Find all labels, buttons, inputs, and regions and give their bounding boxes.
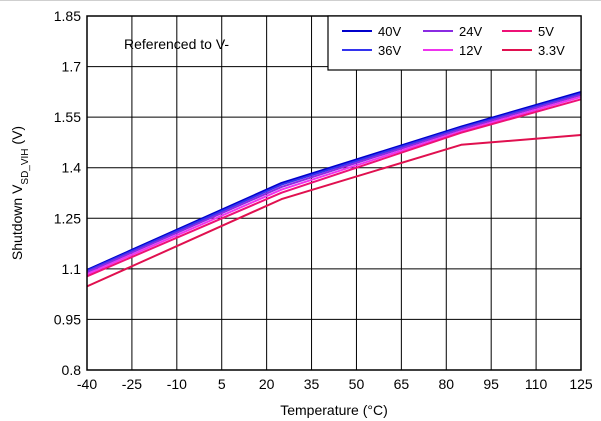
legend-label: 36V — [378, 43, 401, 58]
series-line-12v — [86, 95, 582, 276]
y-axis-title-subscript: SD_VIH — [20, 148, 31, 184]
legend-label: 24V — [459, 24, 482, 39]
series-line-5v — [86, 98, 582, 278]
x-tick-label: 80 — [438, 376, 454, 392]
series-line-3-3v — [86, 134, 582, 288]
x-tick-label: 95 — [483, 376, 499, 392]
y-axis-title: Shutdown VSD_VIH (V) — [9, 126, 31, 260]
y-tick-label: 0.8 — [62, 362, 82, 378]
y-axis-title-unit: (V) — [9, 126, 25, 149]
x-tick-label: -40 — [77, 376, 97, 392]
y-tick-label: 1.85 — [54, 8, 81, 24]
legend-label: 12V — [459, 43, 482, 58]
x-tick-labels: -40 -25 -10 5 20 35 50 65 80 95 110 125 — [77, 376, 593, 392]
legend-label: 40V — [378, 24, 401, 39]
series-line-36v — [86, 92, 582, 272]
legend-label: 5V — [538, 24, 554, 39]
legend-label: 3.3V — [538, 43, 565, 58]
y-axis-title-main: Shutdown V — [9, 184, 25, 260]
y-tick-label: 0.95 — [54, 311, 81, 327]
y-tick-label: 1.4 — [62, 160, 82, 176]
x-tick-label: 50 — [349, 376, 365, 392]
x-tick-label: 20 — [259, 376, 275, 392]
x-tick-label: 110 — [525, 376, 548, 392]
y-tick-label: 1.25 — [54, 210, 81, 226]
x-tick-label: 125 — [569, 376, 593, 392]
x-axis-title: Temperature (°C) — [280, 402, 388, 418]
x-tick-label: 5 — [218, 376, 226, 392]
series-line-40v — [86, 90, 582, 271]
legend: 40V 36V 24V 12V 5V 3.3V — [327, 15, 582, 71]
y-tick-labels: 0.8 0.95 1.1 1.25 1.4 1.55 1.7 1.85 — [54, 8, 81, 378]
x-tick-label: -10 — [167, 376, 187, 392]
y-tick-label: 1.55 — [54, 109, 81, 125]
legend-box — [327, 15, 582, 71]
series-line-24v — [86, 93, 582, 274]
series-lines — [86, 90, 582, 288]
x-tick-label: 65 — [394, 376, 410, 392]
y-tick-label: 1.1 — [62, 261, 82, 277]
y-tick-label: 1.7 — [62, 59, 82, 75]
chart-annotation: Referenced to V- — [124, 36, 229, 52]
x-tick-label: 35 — [304, 376, 320, 392]
top-border-line — [0, 0, 601, 1]
x-tick-label: -25 — [122, 376, 142, 392]
